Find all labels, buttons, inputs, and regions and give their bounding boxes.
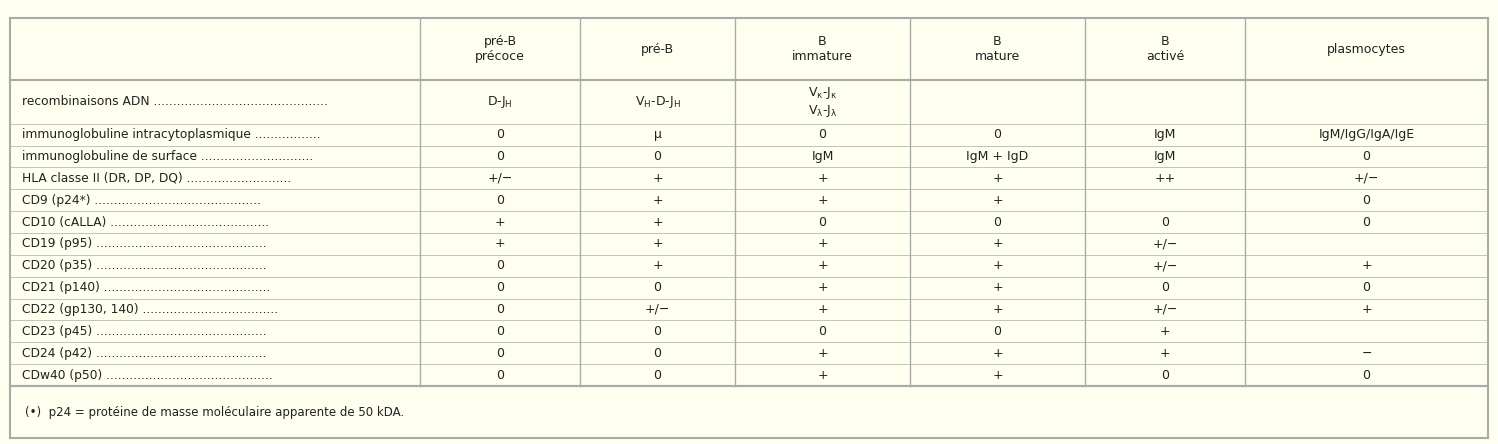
Text: +: + bbox=[494, 238, 505, 250]
Text: +: + bbox=[818, 347, 828, 360]
Text: +/−: +/− bbox=[1354, 172, 1380, 185]
Text: IgM/IgG/IgA/IgE: IgM/IgG/IgA/IgE bbox=[1318, 128, 1414, 141]
Text: 0: 0 bbox=[496, 325, 503, 338]
Text: −: − bbox=[1362, 347, 1372, 360]
Text: +: + bbox=[1159, 325, 1170, 338]
Text: +/−: +/− bbox=[644, 303, 670, 316]
Text: plasmocytes: plasmocytes bbox=[1327, 43, 1407, 56]
Text: IgM + IgD: IgM + IgD bbox=[966, 150, 1029, 163]
Text: immunoglobuline intracytoplasmique .................: immunoglobuline intracytoplasmique .....… bbox=[22, 128, 321, 141]
Text: +/−: +/− bbox=[1152, 303, 1177, 316]
Text: 0: 0 bbox=[1161, 281, 1168, 294]
Text: 0: 0 bbox=[496, 194, 503, 207]
Text: +: + bbox=[818, 238, 828, 250]
Text: 0: 0 bbox=[496, 259, 503, 272]
Text: +: + bbox=[992, 238, 1002, 250]
Text: +: + bbox=[652, 259, 662, 272]
Text: 0: 0 bbox=[818, 216, 827, 229]
Text: +: + bbox=[992, 347, 1002, 360]
Text: +: + bbox=[818, 369, 828, 381]
Text: 0: 0 bbox=[496, 150, 503, 163]
Text: pré-B: pré-B bbox=[641, 43, 674, 56]
Text: IgM: IgM bbox=[1153, 150, 1176, 163]
Text: 0: 0 bbox=[1363, 216, 1371, 229]
Text: V$_\mathregular{H}$-D-J$_\mathregular{H}$: V$_\mathregular{H}$-D-J$_\mathregular{H}… bbox=[635, 94, 680, 110]
Text: +: + bbox=[992, 303, 1002, 316]
Text: CDw40 (p50) ...........................................: CDw40 (p50) ............................… bbox=[22, 369, 273, 381]
Text: immunoglobuline de surface .............................: immunoglobuline de surface .............… bbox=[22, 150, 313, 163]
Text: 0: 0 bbox=[496, 128, 503, 141]
Text: +: + bbox=[652, 238, 662, 250]
Text: 0: 0 bbox=[1363, 150, 1371, 163]
Text: +: + bbox=[992, 194, 1002, 207]
Text: 0: 0 bbox=[1161, 369, 1168, 381]
Text: +: + bbox=[818, 259, 828, 272]
Text: IgM: IgM bbox=[812, 150, 834, 163]
Text: pré-B
précoce: pré-B précoce bbox=[475, 35, 524, 63]
Text: +/−: +/− bbox=[487, 172, 512, 185]
Text: 0: 0 bbox=[993, 216, 1002, 229]
Text: +: + bbox=[1362, 259, 1372, 272]
Text: 0: 0 bbox=[496, 347, 503, 360]
Text: +/−: +/− bbox=[1152, 238, 1177, 250]
Text: 0: 0 bbox=[993, 128, 1002, 141]
Text: 0: 0 bbox=[818, 128, 827, 141]
Text: +: + bbox=[652, 194, 662, 207]
Text: CD19 (p95) ............................................: CD19 (p95) .............................… bbox=[22, 238, 267, 250]
Text: 0: 0 bbox=[653, 150, 662, 163]
Text: +: + bbox=[1362, 303, 1372, 316]
Text: 0: 0 bbox=[653, 325, 662, 338]
Text: +: + bbox=[818, 281, 828, 294]
Text: CD24 (p42) ............................................: CD24 (p42) .............................… bbox=[22, 347, 267, 360]
Text: +: + bbox=[992, 172, 1002, 185]
Text: 0: 0 bbox=[818, 325, 827, 338]
Text: +: + bbox=[1159, 347, 1170, 360]
Text: 0: 0 bbox=[496, 369, 503, 381]
Text: CD23 (p45) ............................................: CD23 (p45) .............................… bbox=[22, 325, 267, 338]
Text: 0: 0 bbox=[653, 369, 662, 381]
Text: 0: 0 bbox=[1363, 369, 1371, 381]
Text: μ: μ bbox=[653, 128, 662, 141]
Text: 0: 0 bbox=[653, 347, 662, 360]
Text: +: + bbox=[818, 172, 828, 185]
Text: recombinaisons ADN .............................................: recombinaisons ADN .....................… bbox=[22, 95, 328, 108]
Text: IgM: IgM bbox=[1153, 128, 1176, 141]
Bar bbox=[10, 80, 419, 386]
Text: CD9 (p24*) ...........................................: CD9 (p24*) .............................… bbox=[22, 194, 261, 207]
Text: ++: ++ bbox=[1155, 172, 1176, 185]
Text: +: + bbox=[818, 194, 828, 207]
Text: 0: 0 bbox=[1161, 216, 1168, 229]
Text: CD21 (p140) ...........................................: CD21 (p140) ............................… bbox=[22, 281, 270, 294]
Text: +: + bbox=[652, 172, 662, 185]
Text: +: + bbox=[652, 216, 662, 229]
Text: +: + bbox=[992, 281, 1002, 294]
Text: (•)  p24 = protéine de masse moléculaire apparente de 50 kDA.: (•) p24 = protéine de masse moléculaire … bbox=[25, 405, 404, 419]
Text: 0: 0 bbox=[653, 281, 662, 294]
Text: B
activé: B activé bbox=[1146, 35, 1183, 63]
Text: +: + bbox=[818, 303, 828, 316]
Text: 0: 0 bbox=[1363, 194, 1371, 207]
Text: 0: 0 bbox=[1363, 281, 1371, 294]
Text: D-J$_\mathregular{H}$: D-J$_\mathregular{H}$ bbox=[487, 94, 512, 110]
Text: B
mature: B mature bbox=[975, 35, 1020, 63]
Text: CD22 (gp130, 140) ...................................: CD22 (gp130, 140) ......................… bbox=[22, 303, 279, 316]
Text: +/−: +/− bbox=[1152, 259, 1177, 272]
Text: CD20 (p35) ............................................: CD20 (p35) .............................… bbox=[22, 259, 267, 272]
Text: 0: 0 bbox=[496, 303, 503, 316]
Text: CD10 (cALLA) .........................................: CD10 (cALLA) ...........................… bbox=[22, 216, 270, 229]
Text: HLA classe II (DR, DP, DQ) ...........................: HLA classe II (DR, DP, DQ) .............… bbox=[22, 172, 291, 185]
Text: +: + bbox=[992, 369, 1002, 381]
Text: 0: 0 bbox=[993, 325, 1002, 338]
Text: +: + bbox=[494, 216, 505, 229]
Text: 0: 0 bbox=[496, 281, 503, 294]
Text: B
immature: B immature bbox=[792, 35, 852, 63]
Text: +: + bbox=[992, 259, 1002, 272]
Text: V$_\mathregular{\kappa}$-J$_\mathregular{\kappa}$
V$_\mathregular{\lambda}$-J$_\: V$_\mathregular{\kappa}$-J$_\mathregular… bbox=[807, 85, 837, 119]
